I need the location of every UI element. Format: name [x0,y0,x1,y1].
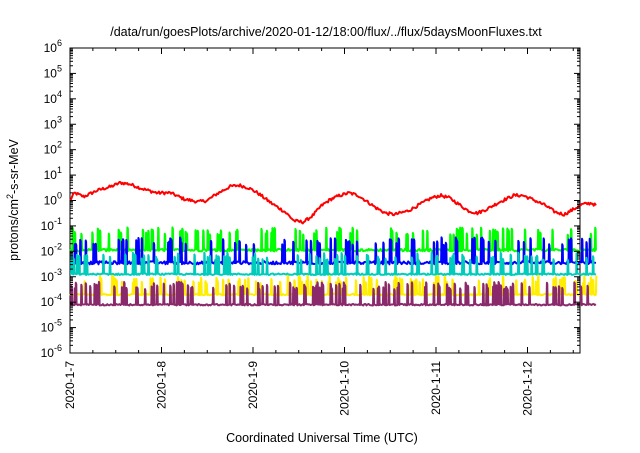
y-tick-label-exp: 5 [57,63,62,73]
series-line-3 [69,236,597,266]
chart-title: /data/run/goesPlots/archive/2020-01-12/1… [110,25,542,39]
y-tick-label-base: 10 [41,219,55,233]
y-tick-label-base: 10 [44,168,58,182]
y-tick-label-exp: 4 [57,89,62,99]
series-line-1 [69,181,597,225]
y-tick-label: 10-4 [41,292,62,309]
y-tick-label: 105 [44,63,62,80]
y-tick-label: 10-3 [41,267,62,284]
y-tick-label-exp: -3 [54,267,62,277]
x-tick-label: 2020-1-7 [63,361,77,409]
y-tick-label: 10-1 [41,216,62,233]
series-line-2 [69,226,597,253]
y-tick-label: 106 [44,38,62,55]
y-tick-label-base: 10 [41,244,55,258]
y-axis-label: protons/cm2-s-sr-MeV [5,138,21,260]
y-tick-label: 102 [44,140,62,157]
y-axis: 10-610-510-410-310-210-11001011021031041… [41,38,580,360]
y-tick-label-base: 10 [44,194,58,208]
y-tick-label: 10-5 [41,318,62,335]
x-tick-label: 2020-1-8 [155,361,169,409]
y-tick-label-base: 10 [44,92,58,106]
y-tick-label-exp: -4 [54,292,62,302]
y-tick-label: 101 [44,165,62,182]
y-tick-label-base: 10 [41,346,55,360]
y-tick-label-exp: 0 [57,191,62,201]
y-axis-label-base: protons/cm [7,199,21,261]
x-tick-label: 2020-1-11 [429,361,443,415]
x-axis: 2020-1-7 2020-1-8 2020-1-9 2020-1-10 2020-1-… [63,48,574,416]
x-tick-label: 2020-1-10 [338,361,352,416]
y-tick-label-base: 10 [41,321,55,335]
series-line-4 [70,251,597,276]
series-layer [69,181,598,307]
y-axis-label-sup: 2 [5,194,15,199]
y-tick-label: 100 [44,191,62,208]
y-tick-label-exp: 2 [57,140,62,150]
y-tick-label-base: 10 [44,66,58,80]
y-tick-label-exp: 1 [57,165,62,175]
y-tick-label-base: 10 [44,143,58,157]
x-tick-label: 2020-1-9 [246,361,260,409]
y-tick-label-exp: 3 [57,114,62,124]
y-tick-label-base: 10 [44,41,58,55]
y-tick-label-base: 10 [41,270,55,284]
y-axis-label-tail: -s-sr-MeV [7,138,21,194]
y-tick-label-exp: -1 [54,216,62,226]
y-tick-label: 10-6 [41,343,62,360]
y-tick-label-exp: 6 [57,38,62,48]
y-tick-label-base: 10 [44,117,58,131]
x-tick-label: 2020-1-12 [521,361,535,416]
y-tick-label: 104 [44,89,62,106]
x-axis-label: Coordinated Universal Time (UTC) [226,431,418,445]
y-tick-label-exp: -2 [54,241,62,251]
y-tick-label-base: 10 [41,295,55,309]
y-tick-label-exp: -5 [54,318,62,328]
y-tick-label-exp: -6 [54,343,62,353]
series-line-6 [69,280,597,307]
y-tick-label: 103 [44,114,62,131]
series-line-5 [69,274,598,297]
y-tick-label: 10-2 [41,241,62,258]
